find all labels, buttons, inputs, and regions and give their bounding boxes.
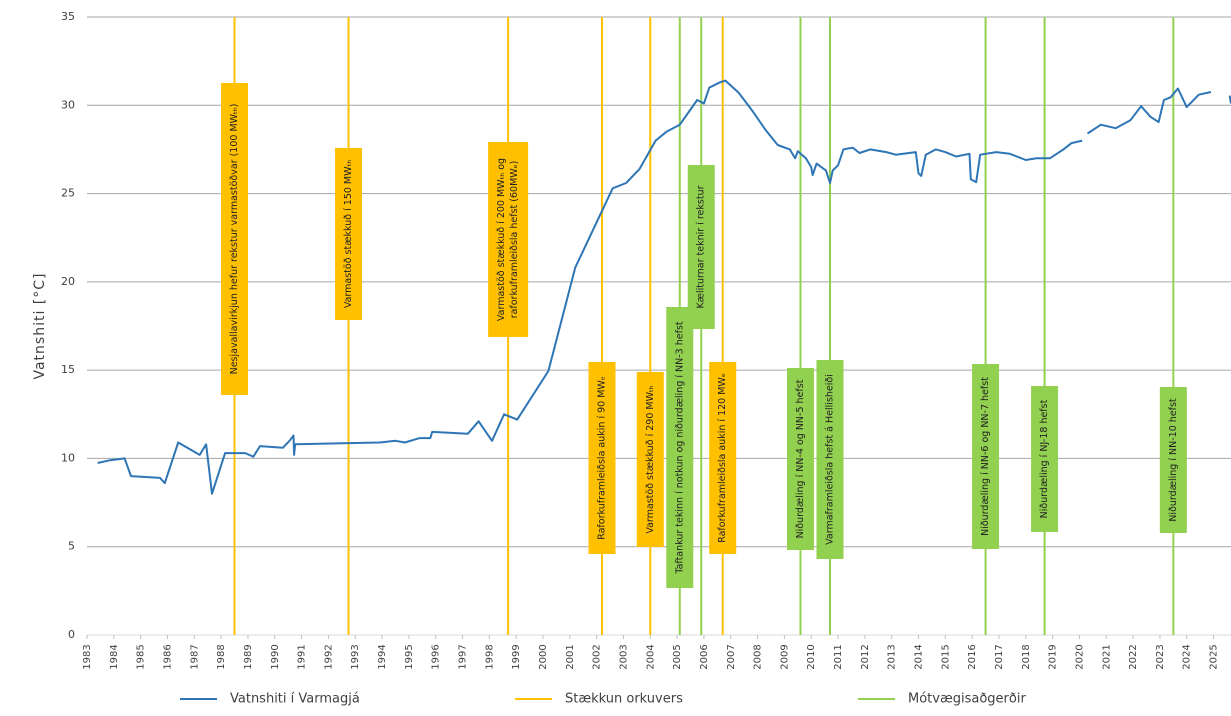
event-box: [636, 372, 664, 547]
event-box: [1159, 387, 1187, 533]
event-label: Niðurdæling í NN-6 og NN-7 hefst: [972, 364, 1000, 549]
x-tick-label: 2024: [1182, 644, 1193, 669]
x-tick-label: 1983: [82, 644, 93, 669]
x-tick-label: 1988: [216, 644, 227, 669]
event-text: Niðurdæling í NJ-18 hefst: [1039, 399, 1050, 518]
event-text: Varmastöð stækkuð í 290 MWₜₕ: [645, 385, 656, 533]
event-label: Taftankur tekinn í notkun og niðurdæling…: [666, 307, 694, 588]
event-box: [335, 148, 363, 320]
event-box: [221, 83, 249, 395]
x-tick-label: 2012: [860, 644, 871, 669]
x-tick-label: 1987: [189, 644, 200, 669]
event-label: Varmastöð stækkuð í 200 MWₜₕ og raforkufr…: [488, 142, 529, 337]
x-tick-label: 2011: [833, 644, 844, 669]
event-text: Raforkuframleiðsla aukin í 90 MWₑ: [597, 376, 608, 540]
x-tick-label: 2018: [1021, 644, 1032, 669]
x-tick-label: 1993: [350, 644, 361, 669]
x-tick-label: 2010: [806, 644, 817, 669]
x-tick-label: 2015: [940, 644, 951, 669]
event-label: Raforkuframleiðsla aukin í 120 MWₑ: [709, 362, 737, 554]
x-tick-label: 1992: [323, 644, 334, 669]
x-tick-label: 2007: [726, 644, 737, 669]
x-tick-label: 2023: [1155, 644, 1166, 669]
x-tick-label: 1984: [109, 644, 120, 669]
event-text: raforkuframleiðsla hefst (60MWₑ): [509, 161, 520, 319]
y-tick-label: 30: [61, 98, 75, 111]
event-text: Varmastöð stækkuð í 150 MWₜₕ: [343, 160, 354, 308]
event-box: [972, 364, 1000, 549]
x-tick-label: 2008: [753, 644, 764, 669]
event-text: Varmastöð stækkuð í 200 MWₜₕ og: [496, 158, 507, 321]
event-label: Varmaframleiðsla hefst á Hellisheiði: [816, 360, 844, 559]
x-tick-label: 1995: [404, 644, 415, 669]
event-text: Niðurdæling í NN-4 og NN-5 hefst: [795, 379, 806, 538]
data-line: [97, 79, 1231, 495]
x-tick-label: 1997: [458, 644, 469, 669]
event-box: [1031, 386, 1059, 532]
y-tick-label: 25: [61, 187, 75, 200]
event-text: Niðurdæling í NN-6 og NN-7 hefst: [980, 377, 991, 536]
x-tick-label: 1994: [377, 644, 388, 669]
event-text: Raforkuframleiðsla aukin í 120 MWₑ: [717, 373, 728, 543]
y-axis-label: Vatnshiti [°C]: [32, 272, 48, 379]
event-label: Kæliturnar teknir í rekstur: [687, 165, 715, 329]
x-tick-label: 2019: [1048, 644, 1059, 669]
y-tick-label: 10: [61, 451, 75, 464]
event-box: [709, 362, 737, 554]
event-box: [588, 362, 616, 554]
x-tick-label: 1999: [511, 644, 522, 669]
event-box: [786, 368, 814, 550]
y-tick-label: 5: [68, 540, 75, 553]
x-tick-label: 2013: [887, 644, 898, 669]
x-tick-label: 2002: [592, 644, 603, 669]
x-tick-label: 2025: [1209, 644, 1220, 669]
x-tick-label: 1996: [431, 644, 442, 669]
legend-label: Vatnshiti í Varmagjá: [230, 692, 360, 707]
x-tick-label: 2021: [1101, 644, 1112, 669]
x-tick-label: 1990: [270, 644, 281, 669]
event-box: [816, 360, 844, 559]
event-label: Raforkuframleiðsla aukin í 90 MWₑ: [588, 362, 616, 554]
event-label: Varmastöð stækkuð í 150 MWₜₕ: [335, 148, 363, 320]
x-tick-label: 1985: [136, 644, 147, 669]
event-text: Varmaframleiðsla hefst á Hellisheiði: [824, 374, 835, 545]
legend-label: Mótvægisaðgerðir: [908, 692, 1026, 707]
x-tick-label: 2003: [618, 644, 629, 669]
x-tick-label: 2022: [1128, 644, 1139, 669]
event-box: [488, 142, 529, 337]
x-tick-label: 2001: [565, 644, 576, 669]
x-tick-label: 2004: [645, 644, 656, 669]
y-tick-label: 35: [61, 10, 75, 23]
event-label: Niðurdæling í NN-10 hefst: [1159, 387, 1187, 533]
x-tick-label: 1998: [484, 644, 495, 669]
y-tick-label: 20: [61, 275, 75, 288]
y-tick-label: 15: [61, 363, 75, 376]
x-tick-label: 1986: [162, 644, 173, 669]
event-text: Kæliturnar teknir í rekstur: [696, 185, 707, 308]
event-label: Niðurdæling í NJ-18 hefst: [1031, 386, 1059, 532]
event-label: Varmastöð stækkuð í 290 MWₜₕ: [636, 372, 664, 547]
event-text: Niðurdæling í NN-10 hefst: [1168, 398, 1179, 522]
x-tick-label: 2000: [538, 644, 549, 669]
x-tick-label: 2014: [914, 644, 925, 669]
event-box: [687, 165, 715, 329]
x-tick-label: 1991: [297, 644, 308, 669]
event-label: Nesjavallavirkjun hefur rekstur varmastö…: [221, 83, 249, 395]
y-tick-label: 0: [68, 628, 75, 641]
event-text: Taftankur tekinn í notkun og niðurdæling…: [674, 321, 685, 575]
x-tick-label: 2017: [994, 644, 1005, 669]
legend-label: Stækkun orkuvers: [565, 692, 683, 707]
x-tick-label: 2006: [699, 644, 710, 669]
event-text: Nesjavallavirkjun hefur rekstur varmastö…: [229, 104, 240, 375]
x-tick-label: 2009: [779, 644, 790, 669]
x-tick-label: 2020: [1074, 644, 1085, 669]
event-box: [666, 307, 694, 588]
x-tick-label: 1989: [243, 644, 254, 669]
event-label: Niðurdæling í NN-4 og NN-5 hefst: [786, 368, 814, 550]
x-tick-label: 2005: [672, 644, 683, 669]
x-tick-label: 2016: [967, 644, 978, 669]
